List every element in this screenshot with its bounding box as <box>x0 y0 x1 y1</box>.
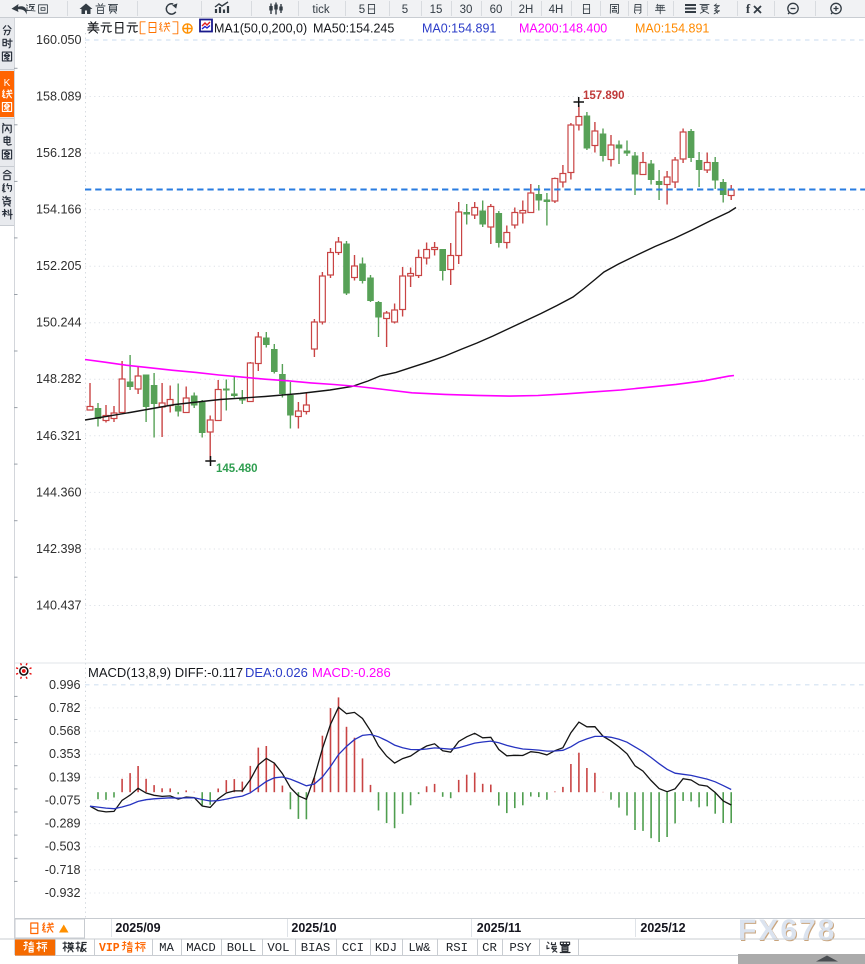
svg-text:MA: MA <box>159 941 174 955</box>
svg-text:MA0:154.891: MA0:154.891 <box>635 22 709 36</box>
svg-text:150.244: 150.244 <box>36 316 82 330</box>
svg-text:156.128: 156.128 <box>36 146 82 160</box>
svg-text:PSY: PSY <box>509 941 532 955</box>
svg-text:146.321: 146.321 <box>36 429 82 443</box>
svg-text:152.205: 152.205 <box>36 259 82 273</box>
svg-text:f: f <box>746 1 751 16</box>
svg-text:30: 30 <box>460 4 473 16</box>
svg-text:-0.932: -0.932 <box>45 886 81 900</box>
svg-text:2025/09: 2025/09 <box>115 921 160 935</box>
svg-text:MA1(50,0,200,0): MA1(50,0,200,0) <box>214 22 307 36</box>
svg-text:2025/12: 2025/12 <box>640 921 685 935</box>
svg-text:MACD(13,8,9) DIFF:-0.117: MACD(13,8,9) DIFF:-0.117 <box>88 665 243 680</box>
svg-text:RSI: RSI <box>446 941 468 955</box>
svg-text:MACD: MACD <box>186 941 216 955</box>
svg-text:2025/11: 2025/11 <box>477 921 522 935</box>
svg-text:0.353: 0.353 <box>49 747 81 761</box>
svg-text:-0.289: -0.289 <box>45 817 81 831</box>
svg-text:157.890: 157.890 <box>583 90 625 102</box>
svg-text:BIAS: BIAS <box>301 941 331 955</box>
svg-text:FX678: FX678 <box>738 914 836 947</box>
svg-text:MA50:154.245: MA50:154.245 <box>313 22 394 36</box>
svg-text:MA0:154.891: MA0:154.891 <box>422 22 496 36</box>
svg-text:154.166: 154.166 <box>36 203 82 217</box>
svg-text:60: 60 <box>490 4 503 16</box>
svg-text:0.568: 0.568 <box>49 724 81 738</box>
svg-text:2025/10: 2025/10 <box>291 921 336 935</box>
svg-text:145.480: 145.480 <box>216 463 258 475</box>
svg-text:-0.718: -0.718 <box>45 863 81 877</box>
svg-text:tick: tick <box>312 4 330 16</box>
svg-text:DEA:0.026: DEA:0.026 <box>245 665 308 680</box>
svg-text:-0.075: -0.075 <box>45 793 81 807</box>
svg-text:0.139: 0.139 <box>49 770 81 784</box>
svg-text:CR: CR <box>482 941 497 955</box>
svg-text:0.782: 0.782 <box>49 701 81 715</box>
svg-text:MACD:-0.286: MACD:-0.286 <box>312 665 391 680</box>
svg-text:K: K <box>4 78 11 89</box>
svg-text:15: 15 <box>430 4 443 16</box>
svg-text:140.437: 140.437 <box>36 598 82 612</box>
svg-text:-0.503: -0.503 <box>45 840 81 854</box>
svg-text:148.282: 148.282 <box>36 372 82 386</box>
svg-text:LW&: LW& <box>408 941 431 955</box>
svg-text:FX678: FX678 <box>739 915 837 948</box>
svg-text:142.398: 142.398 <box>36 542 82 556</box>
svg-text:CCI: CCI <box>342 941 364 955</box>
svg-text:BOLL: BOLL <box>227 941 257 955</box>
svg-text:VOL: VOL <box>267 941 289 955</box>
svg-text:160.050: 160.050 <box>36 33 82 47</box>
svg-text:158.089: 158.089 <box>36 89 82 103</box>
svg-text:5: 5 <box>359 4 365 16</box>
svg-text:2H: 2H <box>519 4 534 16</box>
svg-text:4H: 4H <box>549 4 564 16</box>
svg-text:KDJ: KDJ <box>375 941 397 955</box>
svg-text:0.996: 0.996 <box>49 678 81 692</box>
svg-text:144.360: 144.360 <box>36 485 82 499</box>
svg-text:MA200:148.400: MA200:148.400 <box>519 22 607 36</box>
svg-text:5: 5 <box>402 4 408 16</box>
svg-text:VIP: VIP <box>99 942 120 955</box>
